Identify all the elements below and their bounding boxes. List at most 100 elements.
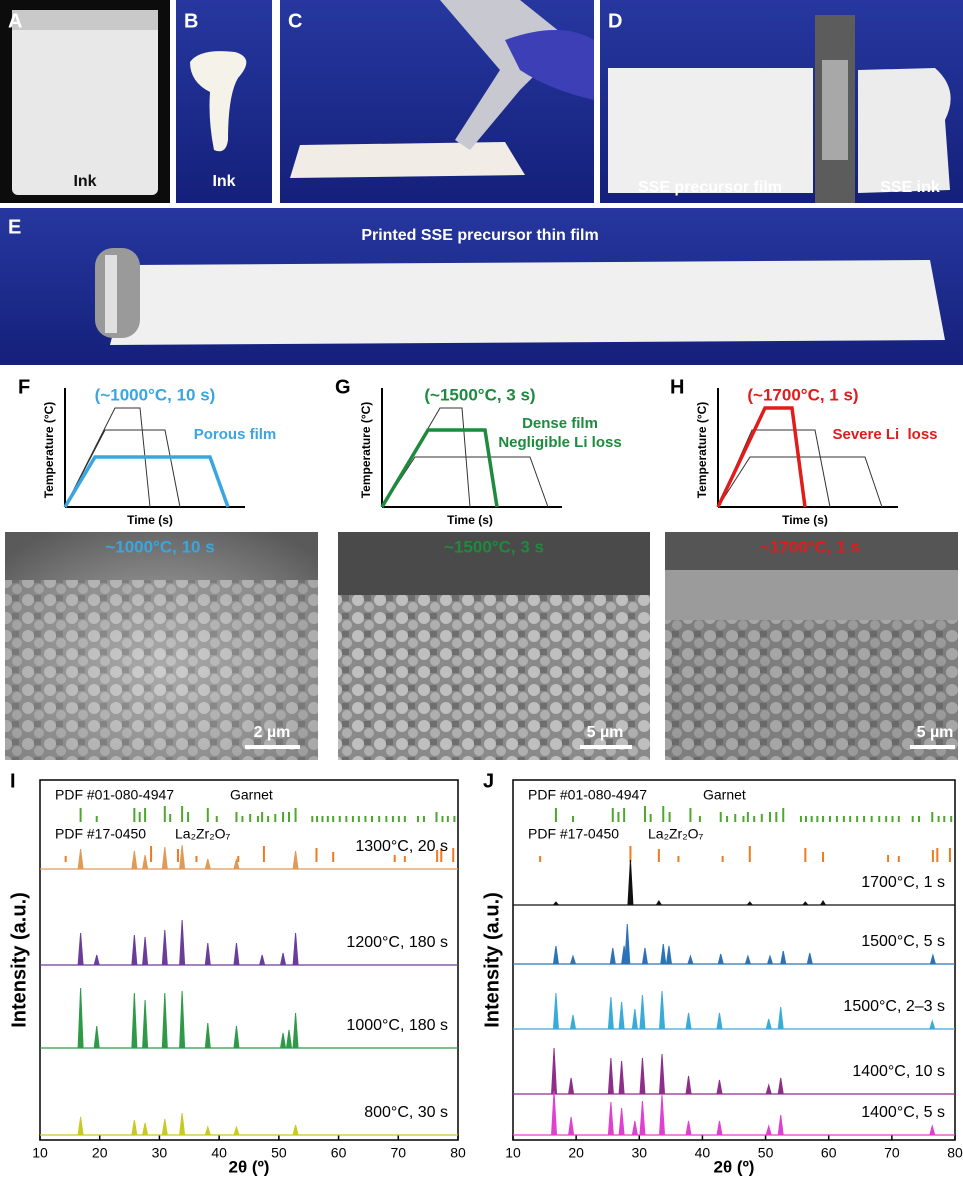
trace-peak bbox=[570, 956, 575, 964]
trace-peak bbox=[632, 1009, 637, 1029]
trace-peak bbox=[293, 1013, 298, 1048]
trace-peak bbox=[205, 1127, 210, 1135]
reference-phase: La₂Zr₂O₇ bbox=[648, 826, 704, 842]
trace-peak bbox=[553, 902, 558, 905]
trace-peak bbox=[778, 1078, 783, 1094]
trace-peak bbox=[234, 1026, 239, 1048]
trace-peak bbox=[205, 943, 210, 965]
trace-peak bbox=[686, 1076, 691, 1094]
x-axis-label: 2θ (º) bbox=[229, 1157, 270, 1176]
trace-peak bbox=[781, 951, 786, 964]
trace-peak bbox=[94, 955, 99, 965]
trace-peak bbox=[766, 1019, 771, 1029]
note: Severe Li loss bbox=[832, 426, 937, 443]
x-tick-label: 80 bbox=[450, 1145, 466, 1161]
photo-label: SSE precursor film bbox=[638, 179, 782, 196]
trace-peak bbox=[180, 845, 185, 869]
y-axis-label: Temperature (°C) bbox=[359, 402, 373, 499]
x-tick-label: 70 bbox=[884, 1145, 900, 1161]
trace-peak bbox=[666, 946, 671, 964]
y-axis-label: Temperature (°C) bbox=[695, 402, 709, 499]
photo-b: B Ink bbox=[176, 0, 272, 203]
trace-label: 1400°C, 5 s bbox=[861, 1104, 945, 1121]
trace-peak bbox=[717, 1080, 722, 1094]
trace-peak bbox=[234, 943, 239, 965]
trace-peak bbox=[778, 1007, 783, 1029]
trace-peak bbox=[625, 924, 630, 964]
trace-peak bbox=[132, 851, 137, 869]
trace-peak bbox=[234, 1127, 239, 1135]
scale-label: 5 µm bbox=[917, 724, 954, 741]
trace-peak bbox=[766, 1126, 771, 1135]
x-tick-label: 10 bbox=[505, 1145, 521, 1161]
trace-peak bbox=[778, 1115, 783, 1135]
panel-letter: A bbox=[8, 10, 22, 32]
panel-letter: E bbox=[8, 216, 21, 238]
photo-e: E Printed SSE precursor thin film bbox=[0, 208, 963, 365]
figure: A Ink B Ink C D SSE precursor film SSE i… bbox=[0, 0, 963, 1177]
trace-peak bbox=[143, 1000, 148, 1048]
trace-peak bbox=[162, 847, 167, 869]
trace-peak bbox=[78, 849, 83, 869]
trace-peak bbox=[132, 935, 137, 965]
y-axis-label: Intensity (a.u.) bbox=[481, 892, 503, 1028]
y-axis-label: Temperature (°C) bbox=[42, 402, 56, 499]
trace-peak bbox=[930, 1021, 935, 1029]
x-tick-label: 40 bbox=[211, 1145, 227, 1161]
panel-letter: I bbox=[10, 770, 16, 792]
trace-peak bbox=[686, 1013, 691, 1029]
trace-peak bbox=[608, 1102, 613, 1135]
y-axis-label: Intensity (a.u.) bbox=[8, 892, 30, 1028]
trace-label: 1500°C, 5 s bbox=[861, 933, 945, 950]
trace-peak bbox=[205, 859, 210, 869]
trace-peak bbox=[132, 1120, 137, 1135]
trace-peak bbox=[570, 1015, 575, 1029]
reference-phase: Garnet bbox=[703, 787, 746, 803]
trace-peak bbox=[661, 944, 666, 964]
photo-d: D SSE precursor film SSE ink bbox=[600, 0, 963, 203]
trace-peak bbox=[162, 993, 167, 1048]
note: Dense film bbox=[522, 415, 598, 432]
sem-f: ~1000°C, 10 s 2 µm bbox=[5, 532, 318, 760]
trace-peak bbox=[803, 902, 808, 905]
trace-peak bbox=[628, 860, 633, 905]
reference-name: PDF #17-0450 bbox=[528, 826, 619, 842]
condition: (~1000°C, 10 s) bbox=[95, 385, 216, 404]
trace-peak bbox=[552, 1091, 557, 1135]
x-axis-label: Time (s) bbox=[447, 513, 493, 527]
trace-peak bbox=[619, 1002, 624, 1029]
trace-peak bbox=[608, 1058, 613, 1094]
panel-letter: D bbox=[608, 10, 622, 32]
x-tick-label: 60 bbox=[331, 1145, 347, 1161]
trace-peak bbox=[640, 1101, 645, 1135]
trace-peak bbox=[660, 991, 665, 1029]
schematic-h bbox=[718, 388, 898, 507]
photo-label: Printed SSE precursor thin film bbox=[361, 227, 598, 244]
panel-letter: G bbox=[335, 376, 351, 398]
trace-peak bbox=[132, 993, 137, 1048]
trace-peak bbox=[767, 956, 772, 964]
trace-peak bbox=[807, 953, 812, 964]
trace-peak bbox=[569, 1117, 574, 1135]
photo-label: Ink bbox=[73, 173, 96, 190]
panel-letter: J bbox=[483, 770, 494, 792]
photo-a: A Ink bbox=[0, 0, 170, 203]
trace-label: 1700°C, 1 s bbox=[861, 874, 945, 891]
trace-peak bbox=[930, 1126, 935, 1135]
photo-label: SSE ink bbox=[880, 179, 940, 196]
trace-peak bbox=[78, 988, 83, 1048]
sem-h: ~1700°C, 1 s 5 µm bbox=[665, 532, 958, 760]
reference-name: PDF #17-0450 bbox=[55, 826, 146, 842]
x-tick-label: 40 bbox=[695, 1145, 711, 1161]
condition: ~1700°C, 1 s bbox=[760, 537, 860, 556]
trace-label: 1300°C, 20 s bbox=[355, 838, 448, 855]
x-axis-label: 2θ (º) bbox=[714, 1157, 755, 1176]
trace-peak bbox=[180, 1113, 185, 1135]
trace-peak bbox=[660, 1095, 665, 1135]
trace-label: 1200°C, 180 s bbox=[346, 934, 448, 951]
trace-peak bbox=[553, 993, 558, 1029]
condition: (~1500°C, 3 s) bbox=[424, 385, 535, 404]
trace-peak bbox=[143, 937, 148, 965]
trace-peak bbox=[78, 933, 83, 965]
